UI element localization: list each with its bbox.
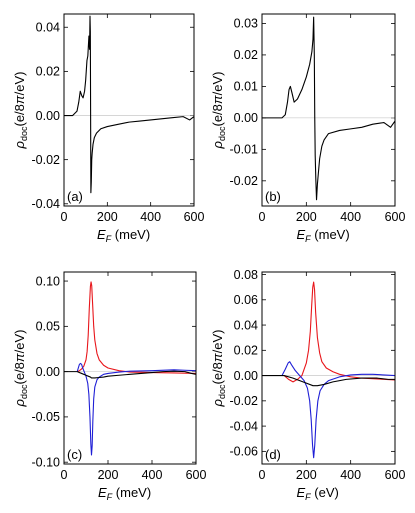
svg-text:ρdoc(e/8π/eV): ρdoc(e/8π/eV): [210, 72, 227, 150]
series-line-black: [262, 16, 396, 201]
plot-area: [64, 281, 197, 456]
y-tick-label: -0.02: [230, 394, 259, 408]
panel-d: -0.06 -0.04 -0.02 0.00 0.02 0.04 0.06 0.08 0 200…: [210, 268, 405, 502]
x-tick-label: 600: [385, 210, 406, 224]
panel-a: -0.04 -0.02 0.00 0.02 0.04 0 200 400 600 (a) EF…: [12, 13, 205, 244]
panel-label: (a): [67, 189, 83, 204]
series-line-black: [64, 15, 195, 194]
x-tick-label: 400: [340, 468, 361, 482]
panel-label: (d): [265, 447, 281, 462]
panel-label: (c): [67, 447, 82, 462]
panel-b: -0.02 -0.01 0.00 0.01 0.02 0.03 0 200 400 600 (b…: [210, 13, 406, 244]
plot-frame: [63, 13, 195, 207]
y-ticks: -0.02 -0.01 0.00 0.01 0.02 0.03: [230, 17, 395, 188]
x-axis-label: EF (meV): [98, 485, 151, 502]
y-tick-label: 0.06: [234, 293, 258, 307]
x-tick-label: 200: [296, 210, 317, 224]
y-tick-label: 0.02: [234, 344, 258, 358]
svg-text:EF (eV): EF (eV): [297, 485, 339, 502]
series-line-blue: [76, 362, 197, 456]
series-line-black: [64, 370, 197, 379]
x-axis-label: EF (eV): [297, 485, 339, 502]
plot-area: [262, 281, 396, 459]
x-tick-label: 400: [140, 210, 161, 224]
x-tick-label: 0: [259, 468, 266, 482]
y-tick-label: 0.00: [36, 365, 60, 379]
y-tick-label: 0.08: [234, 268, 258, 282]
y-axis-label: ρdoc(e/8π/eV): [210, 330, 227, 408]
y-axis-label: ρdoc(e/8π/eV): [12, 330, 29, 408]
plot-frame: [261, 13, 396, 207]
y-tick-label: -0.06: [230, 445, 259, 459]
x-axis-label: EF (meV): [97, 227, 150, 244]
y-tick-label: -0.05: [32, 410, 61, 424]
panel-c: -0.10 -0.05 0.00 0.05 0.10 0 200 400 600 (c) EF…: [12, 271, 207, 502]
panel-label: (b): [265, 189, 281, 204]
y-tick-label: -0.04: [32, 197, 61, 211]
y-axis-label: ρdoc(e/8π/eV): [12, 72, 29, 150]
svg-text:EF (meV): EF (meV): [97, 227, 150, 244]
x-ticks: 0 200 400 600: [61, 272, 207, 482]
x-ticks: 0 200 400 600: [259, 14, 406, 224]
x-tick-label: 600: [184, 210, 205, 224]
y-tick-label: 0.00: [36, 109, 60, 123]
y-ticks: -0.10 -0.05 0.00 0.05 0.10: [32, 274, 196, 469]
x-tick-label: 400: [142, 468, 163, 482]
y-ticks: -0.04 -0.02 0.00 0.02 0.04: [32, 21, 194, 211]
x-tick-label: 200: [98, 468, 119, 482]
x-tick-label: 600: [186, 468, 207, 482]
plot-frame: [63, 271, 197, 465]
y-tick-label: 0.02: [234, 48, 258, 62]
y-tick-label: 0.03: [234, 17, 258, 31]
x-tick-label: 0: [61, 468, 68, 482]
x-tick-label: 600: [385, 468, 406, 482]
series-line-blue: [281, 361, 396, 459]
y-tick-label: -0.01: [230, 143, 259, 157]
x-tick-label: 200: [296, 468, 317, 482]
plot-frame: [261, 271, 396, 465]
x-tick-label: 0: [259, 210, 266, 224]
y-tick-label: 0.04: [36, 21, 60, 35]
y-ticks: -0.06 -0.04 -0.02 0.00 0.02 0.04 0.06 0.08: [230, 268, 395, 459]
y-tick-label: 0.01: [234, 80, 258, 94]
y-tick-label: -0.02: [32, 153, 61, 167]
x-tick-label: 400: [340, 210, 361, 224]
plot-area: [64, 15, 195, 194]
svg-text:ρdoc(e/8π/eV): ρdoc(e/8π/eV): [210, 330, 227, 408]
series-line-red: [76, 281, 197, 374]
plot-area: [262, 16, 396, 201]
y-tick-label: 0.04: [234, 318, 258, 332]
svg-text:EF (meV): EF (meV): [98, 485, 151, 502]
y-tick-label: -0.10: [32, 455, 61, 469]
x-tick-label: 0: [61, 210, 68, 224]
y-tick-label: 0.10: [36, 274, 60, 288]
series-line-red: [283, 281, 396, 383]
y-tick-label: -0.02: [230, 174, 259, 188]
y-tick-label: 0.05: [36, 320, 60, 334]
svg-text:EF (meV): EF (meV): [297, 227, 350, 244]
y-tick-label: 0.00: [234, 369, 258, 383]
y-tick-label: -0.04: [230, 419, 259, 433]
series-line-black: [262, 375, 395, 387]
y-tick-label: 0.02: [36, 65, 60, 79]
y-axis-label: ρdoc(e/8π/eV): [210, 72, 227, 150]
x-tick-label: 200: [97, 210, 118, 224]
y-tick-label: 0.00: [234, 111, 258, 125]
svg-text:ρdoc(e/8π/eV): ρdoc(e/8π/eV): [12, 72, 29, 150]
svg-text:ρdoc(e/8π/eV): ρdoc(e/8π/eV): [12, 330, 29, 408]
x-axis-label: EF (meV): [297, 227, 350, 244]
